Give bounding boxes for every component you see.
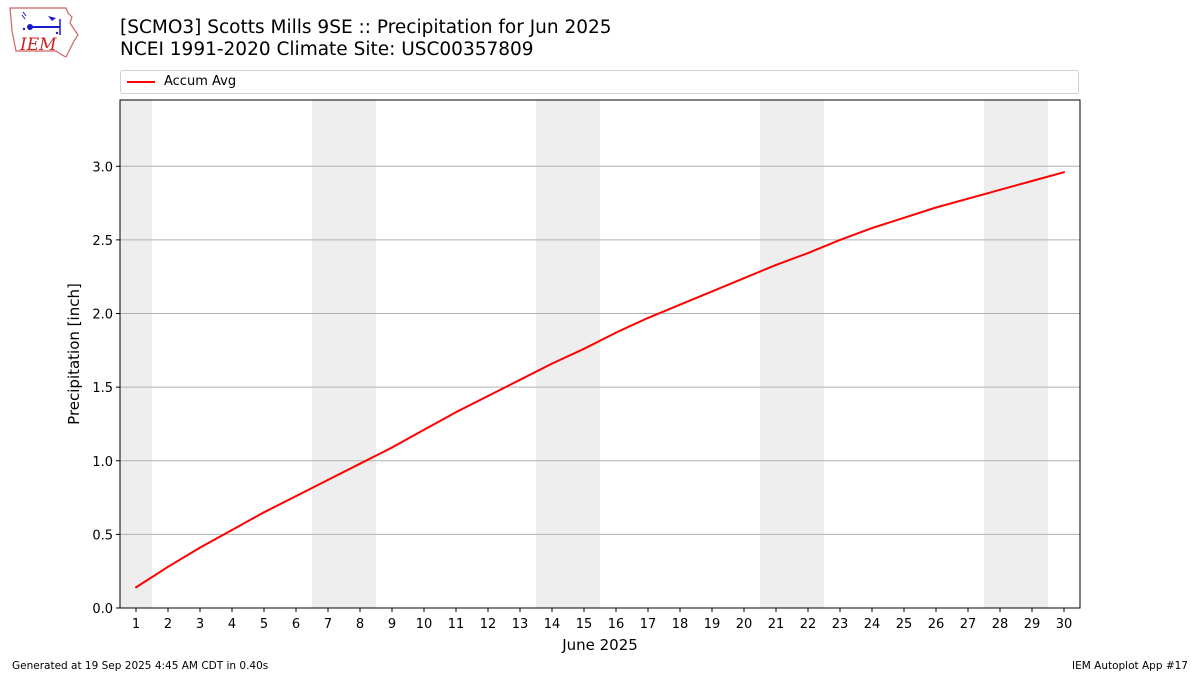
x-tick-label: 19	[704, 617, 721, 632]
legend: Accum Avg	[120, 70, 1079, 94]
x-tick-label: 24	[864, 617, 881, 632]
data-point	[935, 206, 937, 209]
x-tick-label: 28	[992, 617, 1009, 632]
weekend-band-29	[1016, 100, 1048, 608]
x-tick-label: 25	[896, 617, 913, 632]
x-tick-label: 16	[608, 617, 625, 632]
x-tick-label: 6	[292, 617, 300, 632]
data-point	[263, 511, 265, 514]
x-tick-label: 15	[576, 617, 593, 632]
weekend-band-8	[344, 100, 376, 608]
weekend-band-21	[760, 100, 792, 608]
y-tick-label: 2.0	[92, 308, 113, 323]
iem-logo-icon: IEM	[8, 5, 80, 59]
x-axis-label: June 2025	[561, 636, 638, 654]
x-tick-label: 17	[640, 617, 657, 632]
data-point	[967, 197, 969, 200]
x-tick-label: 23	[832, 617, 849, 632]
data-point	[455, 411, 457, 414]
data-point	[295, 495, 297, 498]
data-point	[231, 528, 233, 531]
data-point	[615, 331, 617, 334]
x-tick-label: 27	[960, 617, 977, 632]
svg-text:IEM: IEM	[19, 35, 57, 55]
data-point	[327, 478, 329, 481]
x-tick-label: 4	[228, 617, 236, 632]
data-point	[519, 378, 521, 381]
footer-app: IEM Autoplot App #17	[1072, 660, 1188, 672]
footer-generated: Generated at 19 Sep 2025 4:45 AM CDT in …	[12, 660, 269, 672]
data-point	[775, 263, 777, 266]
x-tick-label: 12	[480, 617, 497, 632]
data-point	[1063, 171, 1065, 174]
data-point	[391, 446, 393, 449]
legend-label: Accum Avg	[164, 74, 237, 89]
x-axis: 1 2 3 4 5 6 7 8 9 10 11 12 13 14 15 16 17 18 19 20 21 22 23 24 2…	[132, 608, 1072, 632]
data-point	[871, 227, 873, 230]
x-tick-label: 21	[768, 617, 785, 632]
x-tick-label: 29	[1024, 617, 1041, 632]
legend-swatch	[127, 81, 155, 83]
x-tick-label: 26	[928, 617, 945, 632]
y-axis: 0.0 0.5 1.0 1.5 2.0 2.5 3.0	[92, 160, 120, 617]
x-tick-label: 7	[324, 617, 332, 632]
x-tick-label: 3	[196, 617, 204, 632]
x-tick-label: 30	[1056, 617, 1073, 632]
x-tick-label: 9	[388, 617, 396, 632]
data-point	[135, 586, 137, 589]
data-point	[903, 216, 905, 219]
x-tick-label: 10	[416, 617, 433, 632]
data-point	[647, 316, 649, 319]
data-point	[423, 428, 425, 431]
plot-frame	[119, 99, 1081, 609]
data-point	[743, 277, 745, 280]
data-point	[199, 546, 201, 549]
y-tick-label: 3.0	[92, 160, 113, 175]
data-point	[679, 303, 681, 306]
x-tick-label: 14	[544, 617, 561, 632]
data-point	[839, 238, 841, 241]
weekend-band-7	[312, 100, 344, 608]
data-point	[551, 362, 553, 365]
data-point	[807, 252, 809, 255]
weekend-band-22	[792, 100, 824, 608]
data-point	[359, 462, 361, 465]
weekend-band-1	[120, 100, 152, 608]
chart-title: [SCMO3] Scotts Mills 9SE :: Precipitatio…	[120, 17, 612, 61]
x-tick-label: 11	[448, 617, 465, 632]
data-point	[999, 188, 1001, 191]
series-layer	[135, 171, 1065, 589]
data-point	[167, 565, 169, 568]
y-tick-label: 1.5	[92, 381, 113, 396]
weekend-bands	[120, 100, 1048, 608]
x-tick-label: 18	[672, 617, 689, 632]
data-point	[1031, 179, 1033, 182]
y-tick-label: 0.5	[92, 528, 113, 543]
series-line-0	[135, 171, 1065, 589]
data-point	[583, 347, 585, 350]
x-tick-label: 22	[800, 617, 817, 632]
y-axis-label: Precipitation [inch]	[65, 283, 83, 425]
x-tick-label: 2	[164, 617, 172, 632]
weekend-band-14	[536, 100, 568, 608]
x-tick-label: 8	[356, 617, 364, 632]
y-tick-label: 0.0	[92, 602, 113, 617]
x-tick-label: 20	[736, 617, 753, 632]
data-point	[487, 394, 489, 397]
weekend-band-28	[984, 100, 1016, 608]
chart-title-line2: NCEI 1991-2020 Climate Site: USC00357809	[120, 39, 534, 60]
chart-title-line1: [SCMO3] Scotts Mills 9SE :: Precipitatio…	[120, 17, 612, 38]
x-tick-label: 5	[260, 617, 268, 632]
y-tick-label: 2.5	[92, 234, 113, 249]
data-point	[711, 290, 713, 293]
x-tick-label: 1	[132, 617, 140, 632]
y-tick-label: 1.0	[92, 455, 113, 470]
x-tick-label: 13	[512, 617, 529, 632]
